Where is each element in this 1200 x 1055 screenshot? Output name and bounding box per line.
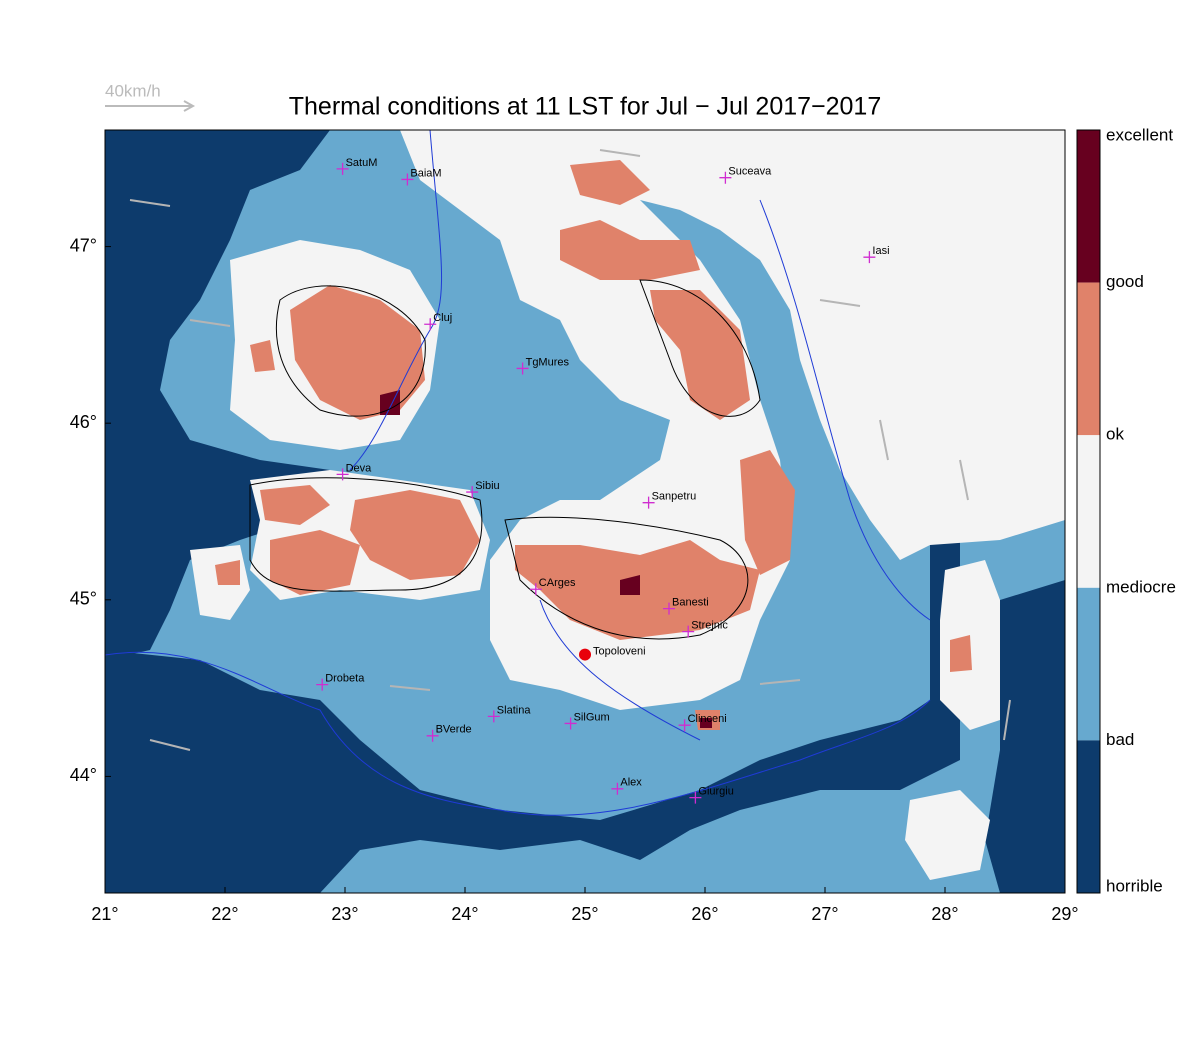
city-marker — [516, 362, 529, 375]
colorbar-label: bad — [1106, 730, 1134, 749]
city-marker — [611, 782, 624, 795]
y-tick-label: 47° — [70, 235, 97, 255]
city-label: Sibiu — [475, 480, 499, 492]
city-label: BVerde — [436, 724, 472, 736]
city-label: SilGum — [574, 711, 610, 723]
site-marker — [579, 648, 591, 661]
y-tick-label: 45° — [70, 589, 97, 609]
city-marker — [316, 678, 329, 691]
colorbar-segment — [1077, 130, 1100, 283]
city-marker — [424, 318, 437, 331]
city-marker — [487, 710, 500, 723]
x-tick-label: 23° — [331, 904, 358, 924]
city-label: Cluj — [433, 312, 452, 324]
x-tick-label: 27° — [811, 904, 838, 924]
title: Thermal conditions at 11 LST for Jul − J… — [289, 93, 882, 121]
city-label: Banesti — [672, 597, 709, 609]
city-label: Iasi — [872, 245, 889, 257]
city-marker — [336, 468, 349, 481]
x-tick-label: 22° — [211, 904, 238, 924]
city-label: Clinceni — [688, 713, 727, 725]
city-label: Giurgiu — [698, 786, 733, 798]
city-label: SatuM — [346, 157, 378, 169]
city-marker — [719, 171, 732, 184]
city-label: TgMures — [526, 356, 570, 368]
colorbar-label: good — [1106, 272, 1144, 291]
colorbar-label: mediocre — [1106, 577, 1176, 596]
colorbar-segment — [1077, 282, 1100, 436]
city-marker — [682, 625, 695, 638]
city-marker — [466, 486, 479, 499]
colorbar-label: excellent — [1106, 125, 1173, 144]
site-label: Topoloveni — [593, 645, 646, 657]
city-marker — [564, 717, 577, 730]
y-tick-label: 46° — [70, 412, 97, 432]
city-marker — [689, 791, 702, 804]
overlay: 21° 22° 23° 24° 25° 26° 27° 28° 29° 44° 45° 46° 47° e… — [70, 125, 1176, 923]
map-field — [105, 130, 1065, 893]
city-marker — [529, 583, 542, 596]
colorbar-segment — [1077, 587, 1100, 741]
x-tick-label: 21° — [91, 904, 118, 924]
city-label: Strejnic — [691, 620, 728, 632]
colorbar-frame — [1076, 129, 1101, 894]
city-label: Drobeta — [325, 672, 365, 684]
colorbar-label: horrible — [1106, 876, 1163, 895]
city-marker — [336, 162, 349, 175]
city-label: Suceava — [728, 166, 772, 178]
city-label: CArges — [539, 577, 576, 589]
city-label: BaiaM — [410, 167, 441, 179]
x-tick-label: 25° — [571, 904, 598, 924]
city-label: Slatina — [497, 704, 532, 716]
wind-scale-label: 40km/h — [105, 81, 161, 100]
city-label: Deva — [346, 462, 373, 474]
colorbar-segment — [1077, 740, 1100, 893]
x-tick-label: 29° — [1051, 904, 1078, 924]
y-tick-label: 44° — [70, 765, 97, 785]
x-tick-label: 28° — [931, 904, 958, 924]
city-marker — [426, 729, 439, 742]
x-tick-label: 26° — [691, 904, 718, 924]
city-label: Alex — [620, 777, 642, 789]
city-marker — [863, 251, 876, 264]
city-marker — [401, 173, 414, 186]
colorbar-segment — [1077, 435, 1100, 588]
city-label: Sanpetru — [652, 491, 697, 503]
wind-scale-arrow — [105, 100, 196, 112]
x-tick-label: 24° — [451, 904, 478, 924]
colorbar-label: ok — [1106, 425, 1124, 444]
city-marker — [642, 496, 655, 509]
city-marker — [678, 719, 691, 732]
city-marker — [663, 602, 675, 615]
